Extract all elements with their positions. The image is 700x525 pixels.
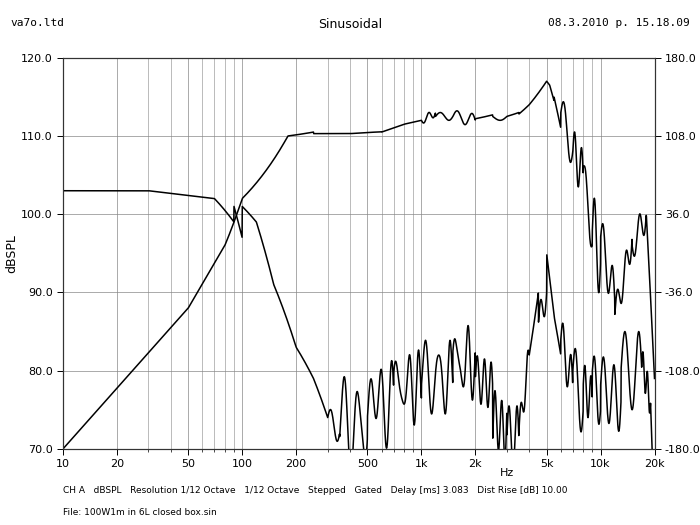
Text: File: 100W1m in 6L closed box.sin: File: 100W1m in 6L closed box.sin [63,508,217,517]
Text: 08.3.2010 р. 15.18.09: 08.3.2010 р. 15.18.09 [547,18,690,28]
Text: Sinusoidal: Sinusoidal [318,18,382,31]
Text: va7o.ltd: va7o.ltd [10,18,64,28]
Text: Hz: Hz [500,468,514,478]
Y-axis label: dBSPL: dBSPL [5,234,18,273]
Text: CH A   dBSPL   Resolution 1/12 Octave   1/12 Octave   Stepped   Gated   Delay [m: CH A dBSPL Resolution 1/12 Octave 1/12 O… [63,486,568,495]
